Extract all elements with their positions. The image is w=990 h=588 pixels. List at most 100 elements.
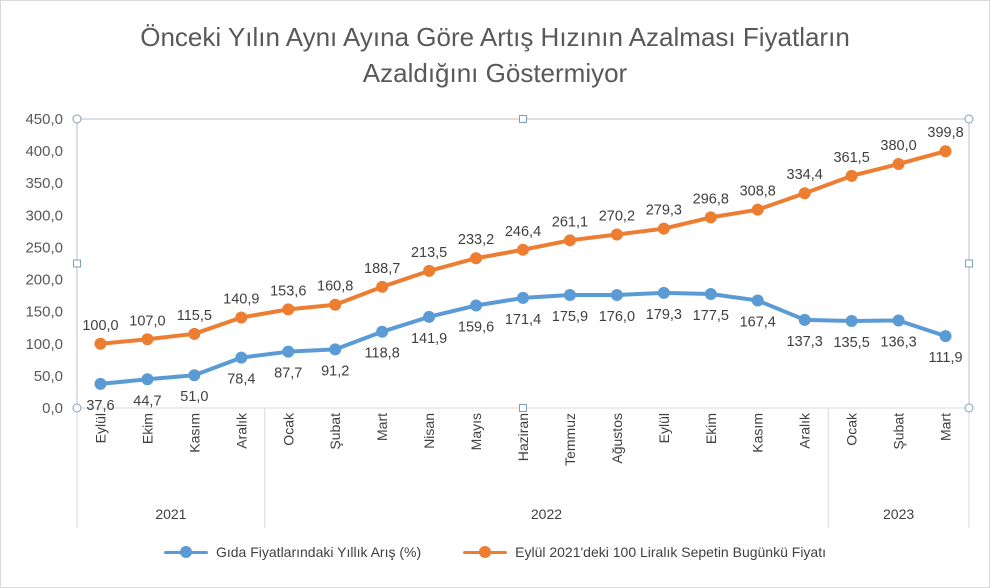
data-point-series-1 [282,345,295,358]
data-label-series-2: 213,5 [411,245,447,261]
resize-handle [73,259,81,268]
x-tick-label: Haziran [515,413,531,461]
x-tick-label: Eylül [92,413,108,443]
data-label-series-1: 135,5 [833,335,869,351]
data-point-series-2 [376,280,389,293]
data-point-series-2 [657,222,670,235]
x-tick-label: Eylül [656,413,672,443]
data-point-series-2 [704,211,717,224]
year-group-label: 2023 [883,506,914,522]
data-point-series-2 [610,228,623,241]
data-label-series-2: 160,8 [317,279,353,295]
resize-handle [72,114,82,124]
data-label-series-1: 44,7 [133,393,161,409]
data-point-series-1 [751,294,764,307]
year-group-label: 2022 [531,506,562,522]
data-point-series-2 [892,157,905,170]
legend-item-series-1: Gıda Fiyatlarındaki Yıllık Arış (%) [163,544,422,560]
x-tick-label: Ocak [844,412,860,446]
data-point-series-1 [188,369,201,382]
x-tick-label: Aralık [797,412,813,449]
data-point-series-1 [845,314,858,327]
x-tick-label: Nisan [421,413,437,449]
data-point-series-1 [141,373,154,386]
data-label-series-2: 100,0 [82,318,118,334]
data-point-series-1 [610,288,623,301]
data-point-series-2 [141,333,154,346]
y-tick-label: 200,0 [25,272,63,289]
y-tick-label: 250,0 [25,239,63,256]
x-tick-label: Şubat [891,413,907,450]
data-point-series-2 [235,311,248,324]
x-tick-label: Ağustos [609,413,625,464]
resize-handle [519,115,527,123]
x-tick-label: Mart [938,413,954,441]
x-tick-label: Mart [374,413,390,441]
data-label-series-1: 78,4 [227,372,255,388]
data-label-series-1: 159,6 [458,320,494,336]
data-label-series-1: 167,4 [740,314,776,330]
data-point-series-2 [188,327,201,340]
x-tick-label: Kasım [186,413,202,453]
y-tick-label: 100,0 [25,336,63,353]
data-point-series-2 [423,264,436,277]
data-point-series-1 [470,299,483,312]
data-point-series-1 [517,291,529,304]
data-label-series-1: 87,7 [274,366,302,382]
y-tick-label: 50,0 [34,368,63,385]
legend-item-series-2: Eylül 2021'deki 100 Liralık Sepetin Bugü… [463,544,826,560]
y-tick-label: 400,0 [25,143,63,160]
data-label-series-2: 188,7 [364,261,400,277]
data-label-series-2: 296,8 [693,191,729,207]
resize-handle [965,259,973,268]
data-label-series-1: 51,0 [180,389,208,405]
data-label-series-1: 37,6 [86,398,114,414]
legend-label-series-2: Eylül 2021'deki 100 Liralık Sepetin Bugü… [515,544,826,560]
data-label-series-2: 140,9 [223,292,259,308]
data-label-series-1: 175,9 [552,309,588,325]
x-tick-label: Kasım [750,413,766,453]
legend-marker-series-1 [163,544,208,560]
resize-handle [72,403,82,413]
data-label-series-1: 137,3 [787,334,823,350]
data-label-series-2: 334,4 [787,167,823,183]
year-group-label: 2021 [155,506,186,522]
x-tick-label: Ocak [280,412,296,446]
y-tick-label: 350,0 [25,175,63,192]
data-label-series-1: 176,0 [599,309,635,325]
x-tick-label: Ekim [139,413,155,444]
y-tick-label: 300,0 [25,207,63,224]
x-tick-label: Mayıs [468,413,484,450]
chart-title-line-1: Önceki Yılın Aynı Ayına Göre Artış Hızın… [140,22,850,52]
data-label-series-2: 399,8 [927,125,963,141]
data-label-series-2: 279,3 [646,203,682,219]
data-point-series-1 [798,313,811,326]
data-point-series-2 [751,203,764,216]
data-point-series-1 [563,289,576,302]
resize-handle [964,114,974,124]
data-point-series-1 [329,343,342,356]
data-label-series-2: 308,8 [740,184,776,200]
data-label-series-2: 115,5 [177,308,212,324]
data-point-series-2 [845,169,858,182]
data-point-series-1 [423,310,436,323]
y-tick-label: 150,0 [25,304,63,321]
chart-title: Önceki Yılın Aynı Ayına Göre Artış Hızın… [1,19,989,91]
data-label-series-1: 141,9 [411,331,447,347]
legend-label-series-1: Gıda Fiyatlarındaki Yıllık Arış (%) [215,544,422,560]
data-label-series-2: 380,0 [880,138,916,154]
data-point-series-1 [939,330,952,343]
x-tick-label: Temmuz [562,413,578,466]
data-point-series-1 [892,314,905,327]
chart-title-line-2: Azaldığını Göstermiyor [362,58,628,88]
data-point-series-2 [517,243,529,256]
data-label-series-1: 177,5 [693,308,729,324]
y-tick-label: 450,0 [25,111,63,128]
data-label-series-2: 153,6 [270,283,306,299]
data-label-series-1: 171,4 [505,312,541,328]
data-point-series-1 [376,325,389,338]
data-label-series-2: 246,4 [505,224,541,240]
y-tick-label: 0,0 [42,400,63,417]
data-label-series-1: 179,3 [646,307,682,323]
